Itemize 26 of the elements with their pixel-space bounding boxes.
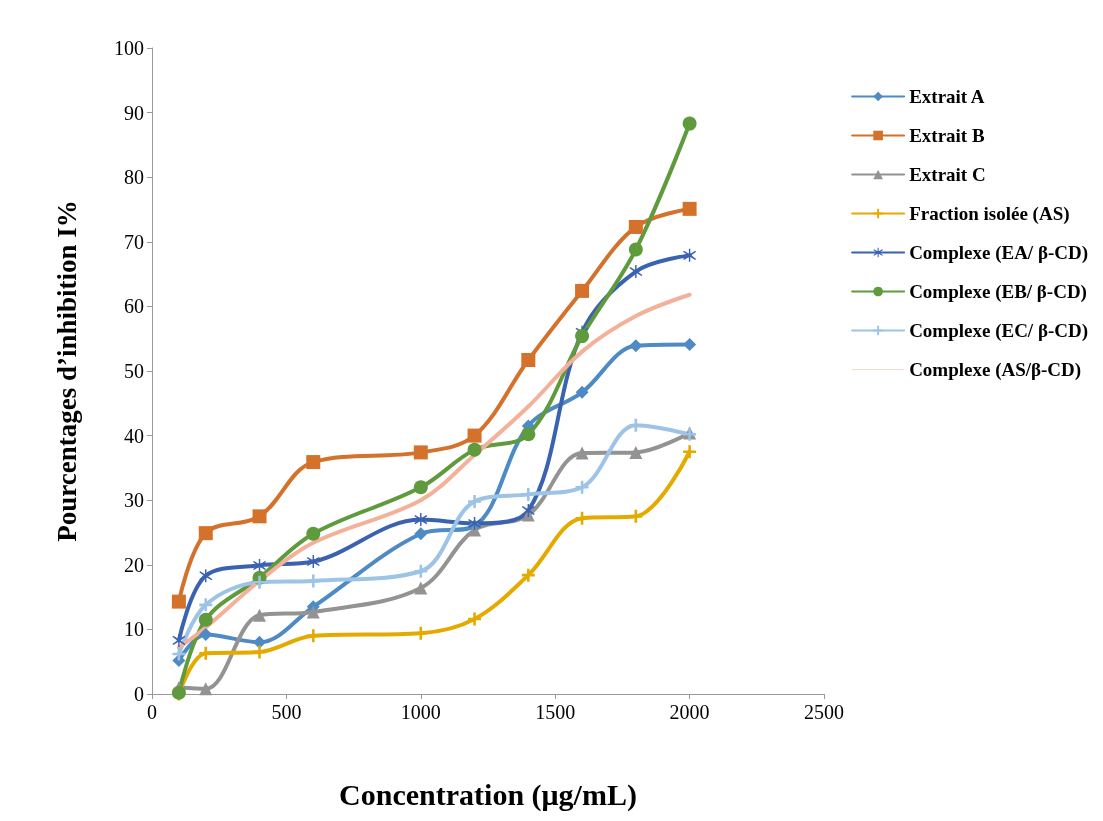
y-tick-label: 80 (124, 166, 144, 189)
x-axis-title: Concentration (μg/mL) (339, 777, 637, 812)
legend-label: Complexe (AS/β-CD) (909, 359, 1082, 381)
y-tick-label: 0 (134, 683, 144, 705)
x-tick-label: 500 (271, 701, 302, 723)
x-tick-label: 2500 (804, 701, 844, 723)
legend-label: Complexe (EC/ β-CD) (909, 320, 1089, 342)
y-tick-label: 90 (124, 101, 144, 124)
y-axis-title: Pourcentages d’inhibition I% (51, 200, 82, 542)
x-tick-label: 1500 (535, 701, 576, 723)
y-tick-label: 50 (124, 360, 144, 382)
legend-label: Extrait B (909, 125, 985, 146)
legend-label: Extrait A (909, 86, 985, 107)
legend-label: Extrait C (909, 164, 986, 185)
x-tick-label: 1000 (400, 701, 441, 723)
y-tick-label: 40 (124, 424, 144, 447)
y-tick-label: 30 (124, 489, 144, 512)
x-tick-label: 2000 (669, 701, 710, 723)
y-tick-label: 10 (124, 618, 144, 641)
legend-label: Complexe (EA/ β-CD) (909, 242, 1089, 264)
y-tick-label: 70 (124, 230, 144, 253)
legend-label: Fraction isolée (AS) (909, 203, 1070, 225)
y-tick-label: 100 (114, 37, 144, 59)
legend-label: Complexe (EB/ β-CD) (909, 281, 1087, 303)
y-tick-label: 60 (124, 295, 144, 318)
y-tick-label: 20 (124, 553, 144, 576)
